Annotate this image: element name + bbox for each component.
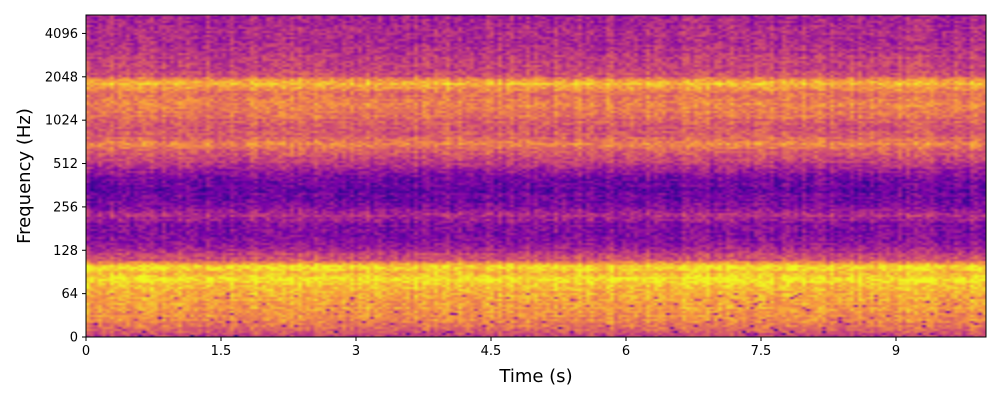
y-tick-label: 64 [61,287,78,302]
y-tick-label: 2048 [45,70,78,85]
x-tick-label: 7.5 [751,344,772,359]
x-tick-label: 4.5 [481,344,502,359]
x-axis-label: Time (s) [498,366,572,387]
x-tick-label: 9 [892,344,900,359]
y-tick-label: 256 [53,200,78,215]
x-axis-ticks: 0 1.5 3 4.5 6 7.5 9 [82,337,900,359]
spectrogram-heatmap [86,15,986,337]
y-tick-label: 512 [53,157,78,172]
plot-frame [85,14,987,338]
y-tick-label: 128 [53,244,78,259]
y-axis-label: Frequency (Hz) [14,108,35,244]
x-tick-label: 1.5 [211,344,232,359]
x-tick-label: 0 [82,344,90,359]
plot-area [86,15,986,337]
y-tick-label: 4096 [45,27,78,42]
y-tick-label: 1024 [45,114,78,129]
y-tick-label: 0 [70,331,78,346]
x-tick-label: 6 [622,344,630,359]
x-tick-label: 3 [352,344,360,359]
y-axis-ticks: 0 64 128 256 512 1024 2048 4096 [45,27,86,346]
